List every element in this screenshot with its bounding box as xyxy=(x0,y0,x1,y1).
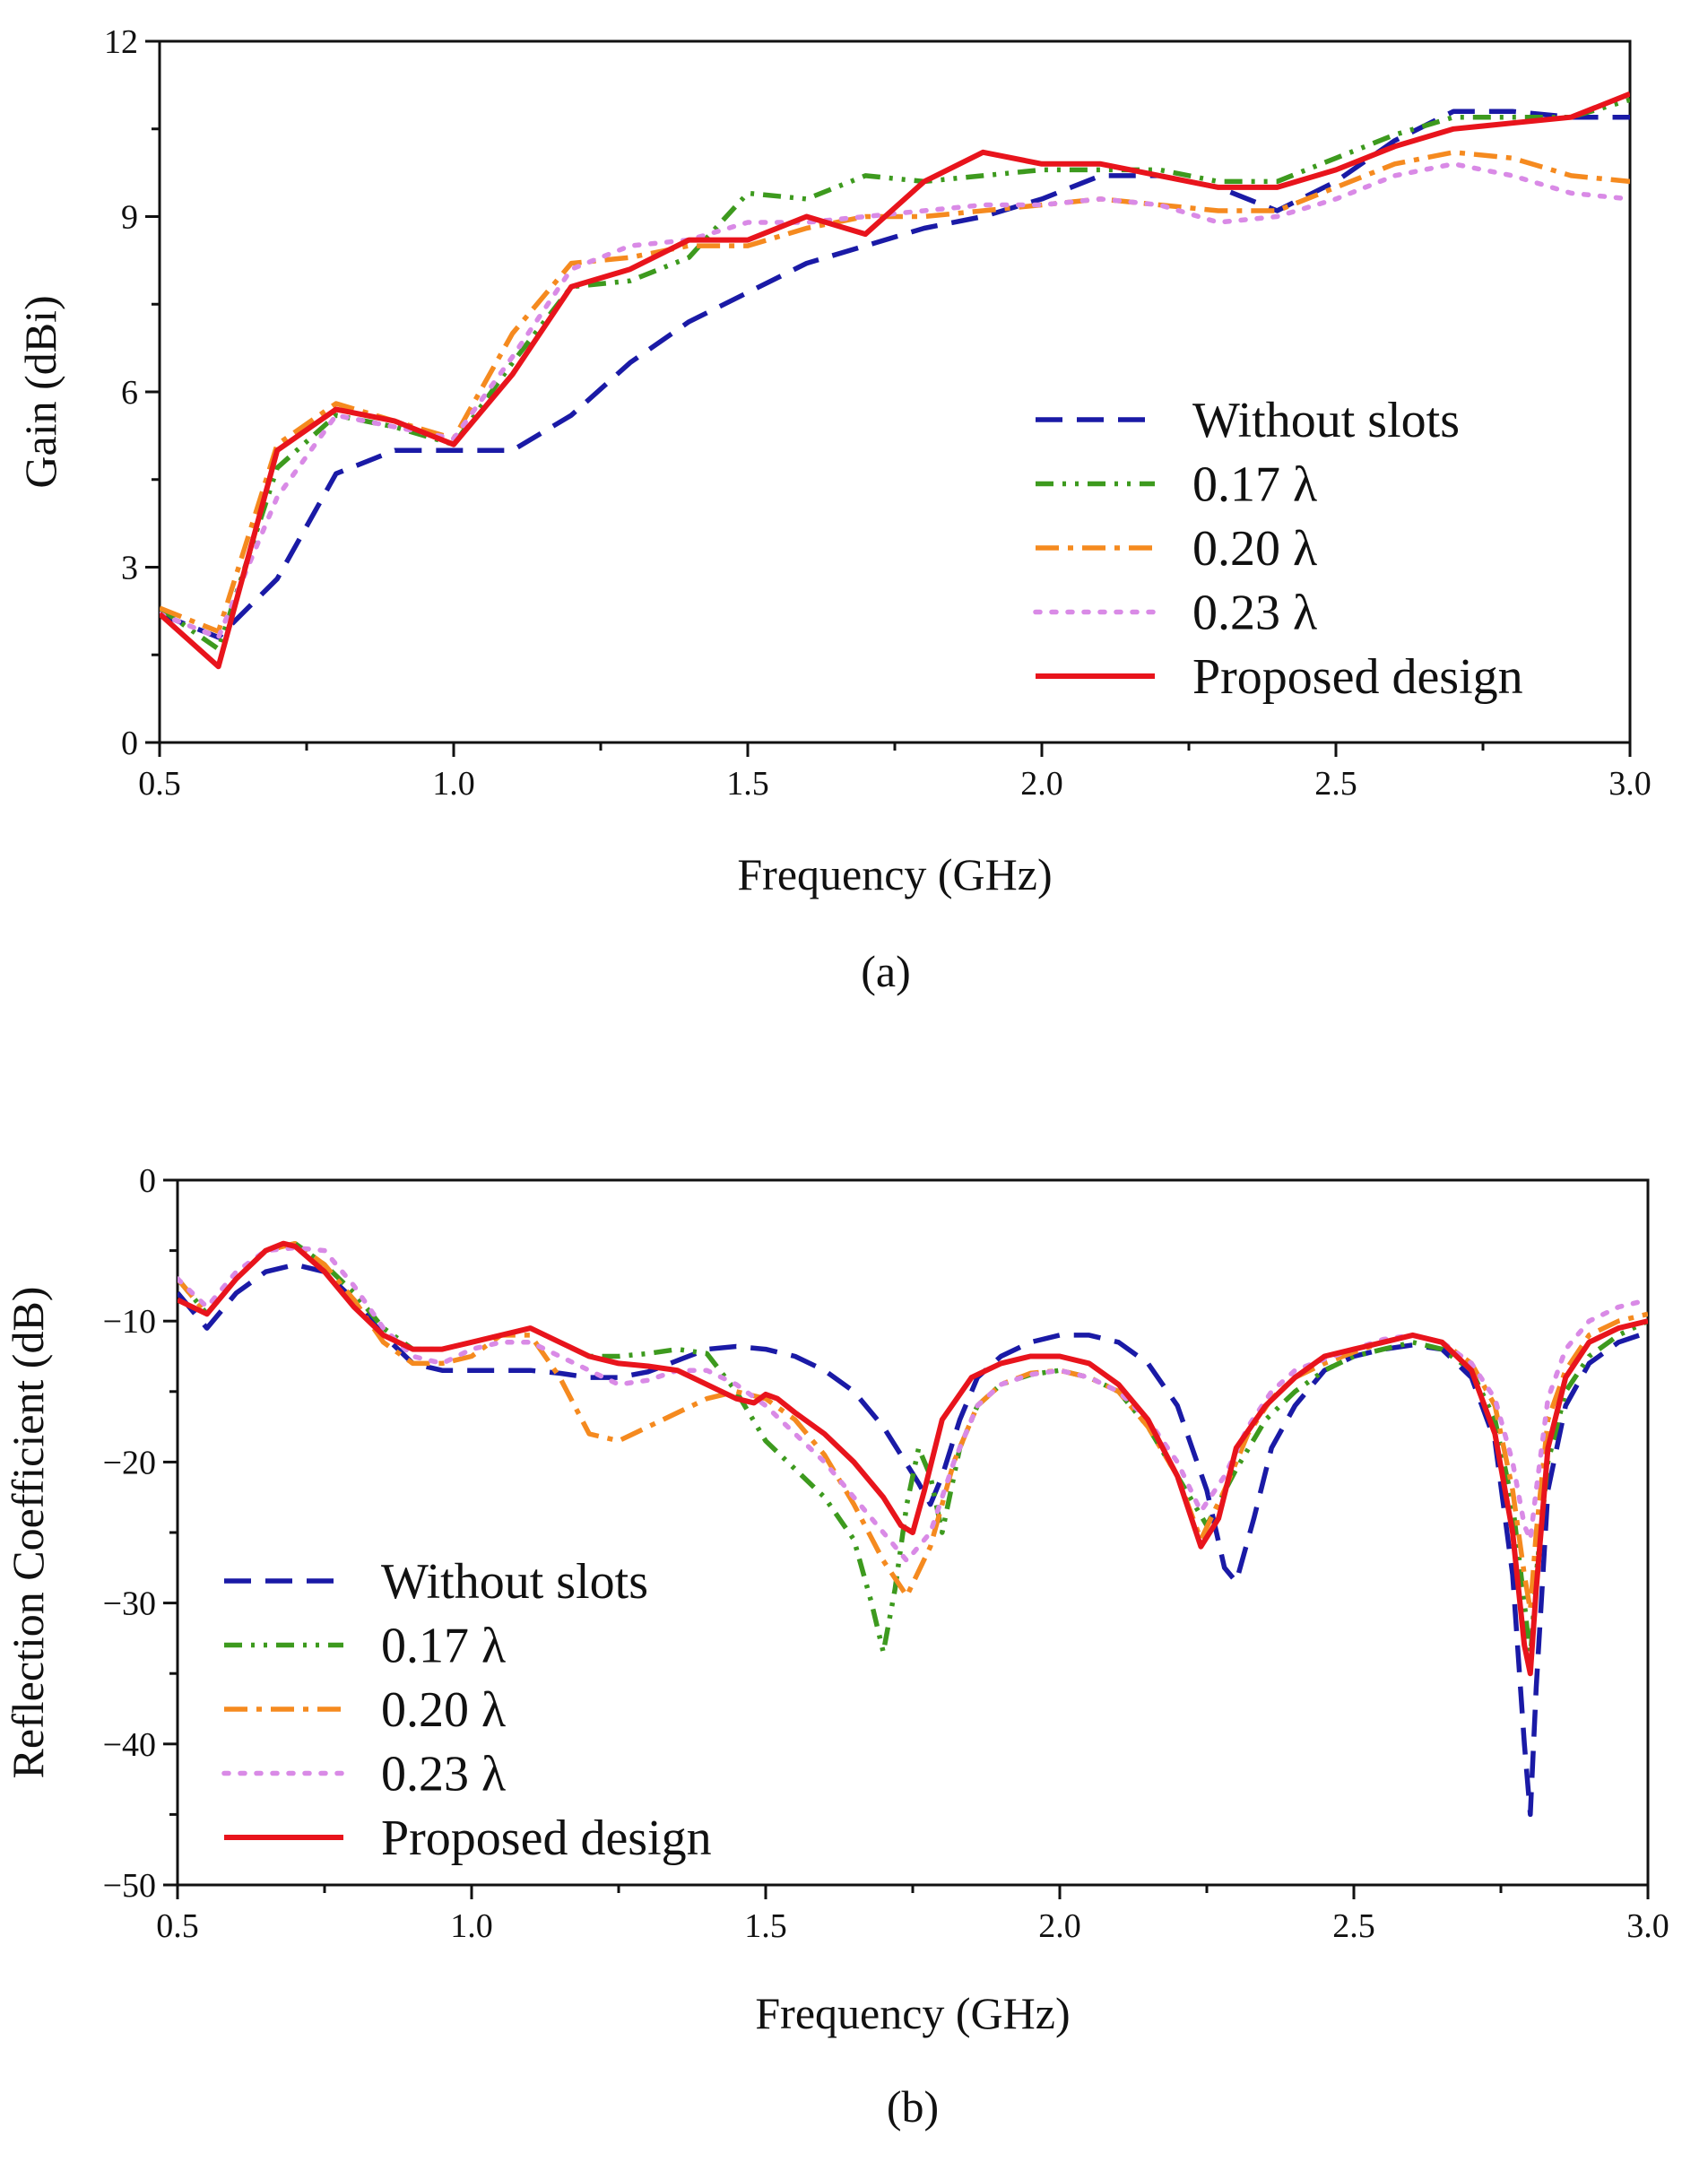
legend-label: Proposed design xyxy=(1192,649,1523,705)
x-tick-label: 2.0 xyxy=(1020,765,1063,803)
gain-plot-frame xyxy=(158,39,1632,744)
y-tick-label: −50 xyxy=(103,1867,156,1905)
y-tick-label: −20 xyxy=(103,1444,156,1481)
x-tick-label: 1.5 xyxy=(744,1907,787,1945)
series-line-0-17 xyxy=(160,97,1630,652)
legend-label: Proposed design xyxy=(381,1811,712,1866)
reflection-ticks: 0.5 1.0 1.5 2.0 2.5 3.0 0 −10 −20 −30 −40 −50 xyxy=(103,1162,1669,1945)
legend-label: Without slots xyxy=(1192,393,1460,448)
legend-label: 0.17 λ xyxy=(1192,457,1317,513)
legend-label: 0.23 λ xyxy=(1192,586,1317,641)
series-line-proposed-design xyxy=(178,1240,1648,1677)
panel-label-a: (a) xyxy=(861,946,911,996)
gain-ticks: 0.5 1.0 1.5 2.0 2.5 3.0 0 3 6 9 12 xyxy=(104,23,1652,803)
series-line-0-23 xyxy=(160,161,1630,640)
series-line-without-slots xyxy=(160,109,1630,640)
panel-label-b: (b) xyxy=(887,2081,939,2132)
y-tick-label: 12 xyxy=(104,23,138,61)
y-tick-label: −10 xyxy=(103,1303,156,1341)
y-tick-label: 9 xyxy=(121,199,138,237)
legend-label: Without slots xyxy=(381,1554,648,1610)
y-tick-label: 6 xyxy=(121,374,138,412)
reflection-chart-panel: 0.5 1.0 1.5 2.0 2.5 3.0 0 −10 −20 −30 −40 −50 Witho… xyxy=(3,1162,1669,2132)
y-tick-label: 0 xyxy=(121,725,138,762)
y-tick-label: 3 xyxy=(121,550,138,587)
gain-x-axis-title: Frequency (GHz) xyxy=(737,849,1052,899)
reflection-legend: Without slots 0.17 λ 0.20 λ 0.23 λ Proposed … xyxy=(221,1554,712,1866)
x-tick-label: 2.5 xyxy=(1314,765,1357,803)
gain-y-axis-title: Gain (dBi) xyxy=(15,295,65,488)
series-line-proposed-design xyxy=(160,91,1630,670)
x-tick-label: 0.5 xyxy=(156,1907,199,1945)
series-line-0-23 xyxy=(178,1245,1648,1564)
x-tick-label: 1.0 xyxy=(450,1907,493,1945)
x-tick-label: 3.0 xyxy=(1626,1907,1669,1945)
x-tick-label: 0.5 xyxy=(138,765,181,803)
legend-label: 0.20 λ xyxy=(1192,521,1317,577)
y-tick-label: −40 xyxy=(103,1726,156,1764)
y-tick-label: 0 xyxy=(139,1162,156,1200)
reflection-x-axis-title: Frequency (GHz) xyxy=(755,1988,1070,2038)
gain-series-group xyxy=(160,91,1630,670)
x-tick-label: 1.0 xyxy=(432,765,475,803)
x-tick-label: 2.5 xyxy=(1332,1907,1375,1945)
legend-label: 0.23 λ xyxy=(381,1747,506,1802)
reflection-series-group xyxy=(178,1240,1648,1818)
legend-label: 0.17 λ xyxy=(381,1619,506,1674)
reflection-y-axis-title: Reflection Coefficient (dB) xyxy=(3,1287,53,1779)
series-line-0-20 xyxy=(160,150,1630,634)
x-tick-label: 2.0 xyxy=(1038,1907,1081,1945)
x-tick-label: 1.5 xyxy=(726,765,769,803)
legend-label: 0.20 λ xyxy=(381,1682,506,1738)
x-tick-label: 3.0 xyxy=(1608,765,1652,803)
y-tick-label: −30 xyxy=(103,1585,156,1623)
gain-legend: Without slots 0.17 λ 0.20 λ 0.23 λ Proposed … xyxy=(1033,393,1523,705)
